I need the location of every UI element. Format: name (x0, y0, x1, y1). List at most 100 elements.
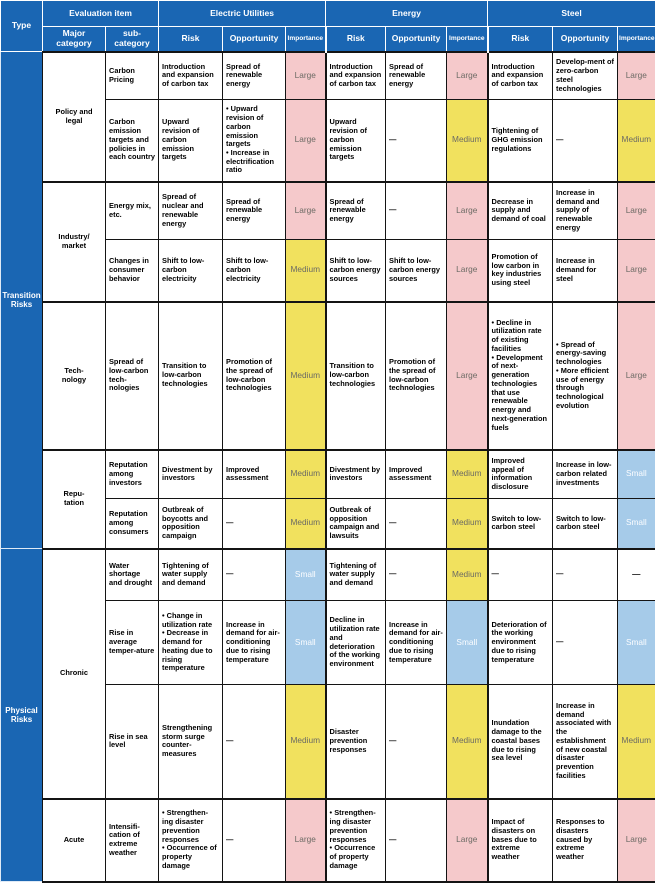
header-risk-steel: Risk (487, 25, 554, 53)
opportunity-cell: Promotion of the spread of low-carbon te… (385, 300, 448, 451)
risk-cell: Introduction and expansion of carbon tax (487, 50, 554, 101)
opportunity-cell: — (385, 498, 448, 550)
table-row: Tech- nology Spread of low-carbon tech-n… (1, 300, 655, 451)
sub-category-cell: Energy mix, etc. (104, 180, 160, 241)
opportunity-cell: Switch to low-carbon steel (552, 498, 619, 550)
risk-cell: Shift to low-carbon energy sources (325, 239, 387, 303)
importance-badge: Large (617, 50, 655, 101)
table-row: Changes in consumer behavior Shift to lo… (1, 239, 655, 303)
major-category-cell: Chronic (42, 547, 106, 800)
opportunity-cell: — (222, 797, 287, 883)
opportunity-cell: — (552, 600, 619, 686)
importance-badge: Large (285, 180, 327, 241)
header-sector-energy: Energy (325, 0, 489, 27)
header-major-category: Major category (42, 25, 106, 53)
sub-category-cell: Changes in consumer behavior (104, 239, 160, 303)
risk-cell: Promotion of low carbon in key industrie… (487, 239, 554, 303)
opportunity-cell: Improved assessment (385, 448, 448, 500)
sub-category-cell: Rise in sea level (104, 684, 160, 800)
opportunity-cell: Shift to low-carbon electricity (222, 239, 287, 303)
header-sector-electric-utilities: Electric Utilities (158, 0, 327, 27)
risk-cell: Introduction and expansion of carbon tax (325, 50, 387, 101)
importance-badge: Large (446, 50, 489, 101)
opportunity-cell: • Spread of energy-saving technologies •… (552, 300, 619, 451)
sub-category-cell: Rise in average temper-ature (104, 600, 160, 686)
header-type: Type (0, 0, 43, 53)
opportunity-cell: Spread of renewable energy (222, 50, 287, 101)
importance-badge: Large (617, 180, 655, 241)
risk-cell: Spread of nuclear and renewable energy (158, 180, 224, 241)
importance-badge: Small (617, 448, 655, 500)
opportunity-cell: — (385, 180, 448, 241)
risk-cell: Decline in utilization rate and deterior… (325, 600, 387, 686)
header-importance-eu: Importance (285, 25, 327, 53)
opportunity-cell: Improved assessment (222, 448, 287, 500)
header-risk-energy: Risk (325, 25, 387, 53)
importance-badge: Small (617, 600, 655, 686)
opportunity-cell: Increase in demand for air-conditioning … (385, 600, 448, 686)
importance-badge: Large (446, 797, 489, 883)
table-row: Acute Intensifi-cation of extreme weathe… (1, 797, 655, 883)
risk-cell: Decrease in supply and demand of coal (487, 180, 554, 241)
sub-category-cell: Reputation among consumers (104, 498, 160, 550)
type-cell-transition-risks: Transition Risks (0, 51, 43, 550)
sub-category-cell: Carbon Pricing (104, 50, 160, 101)
importance-badge: Medium (617, 99, 655, 183)
header-opportunity-energy: Opportunity (385, 25, 448, 53)
risk-cell: Deterioration of the working environment… (487, 600, 554, 686)
importance-badge: Small (446, 600, 489, 686)
risk-cell: Outbreak of opposition campaign and laws… (325, 498, 387, 550)
importance-badge: Large (285, 99, 327, 183)
opportunity-cell: Increase in demand associated with the e… (552, 684, 619, 800)
header-row-columns: Major category sub-category Risk Opportu… (1, 25, 655, 53)
major-category-cell: Tech- nology (42, 300, 106, 451)
header-evaluation-item: Evaluation item (41, 0, 160, 27)
risk-cell: Tightening of water supply and demand (158, 547, 224, 602)
importance-badge: Medium (446, 99, 489, 183)
importance-badge: Medium (446, 498, 489, 550)
header-sub-category: sub-category (104, 25, 160, 53)
risk-cell: • Change in utilization rate • Decrease … (158, 600, 224, 686)
importance-badge: Medium (285, 684, 327, 800)
importance-badge: Medium (285, 448, 327, 500)
header-sector-steel: Steel (487, 0, 655, 27)
risk-cell: Upward revision of carbon emission targe… (325, 99, 387, 183)
importance-badge: Medium (446, 684, 489, 800)
risk-cell: Improved appeal of information disclosur… (487, 448, 554, 500)
sub-category-cell: Spread of low-carbon tech-nologies (104, 300, 160, 451)
risk-cell: Tightening of GHG emission regulations (487, 99, 554, 183)
opportunity-cell: Responses to disasters caused by extreme… (552, 797, 619, 883)
sub-category-cell: Carbon emission targets and policies in … (104, 99, 160, 183)
risk-cell: Disaster prevention responses (325, 684, 387, 800)
importance-badge: Large (446, 300, 489, 451)
table-row: Transition Risks Policy and legal Carbon… (0, 50, 655, 550)
opportunity-cell: — (385, 797, 448, 883)
importance-badge: Medium (285, 300, 327, 451)
header-opportunity-eu: Opportunity (222, 25, 287, 53)
importance-badge: — (617, 547, 655, 602)
importance-badge: Large (617, 239, 655, 303)
table-row: Rise in average temper-ature • Change in… (1, 600, 655, 686)
opportunity-cell: • Upward revision of carbon emission tar… (222, 99, 287, 183)
importance-badge: Medium (446, 448, 489, 500)
opportunity-cell: — (385, 684, 448, 800)
importance-badge: Large (617, 797, 655, 883)
table-row: Industry/ market Energy mix, etc. Spread… (1, 180, 655, 303)
risk-cell: Shift to low-carbon electricity (158, 239, 224, 303)
importance-badge: Large (285, 50, 327, 101)
opportunity-cell: — (385, 99, 448, 183)
table-row: Rise in sea level Strengthening storm su… (1, 684, 655, 800)
risk-cell: Impact of disasters on bases due to extr… (487, 797, 554, 883)
opportunity-cell: — (222, 684, 287, 800)
risk-cell: Divestment by investors (158, 448, 224, 500)
header-opportunity-steel: Opportunity (552, 25, 619, 53)
risk-cell: — (487, 547, 554, 602)
header-importance-energy: Importance (446, 25, 489, 53)
importance-badge: Small (617, 498, 655, 550)
table-row: Reputation among consumers Outbreak of b… (1, 498, 655, 550)
risk-cell: Upward revision of carbon emission targe… (158, 99, 224, 183)
opportunity-cell: Increase in demand for air-conditioning … (222, 600, 287, 686)
opportunity-cell: Spread of renewable energy (385, 50, 448, 101)
importance-badge: Large (617, 300, 655, 451)
